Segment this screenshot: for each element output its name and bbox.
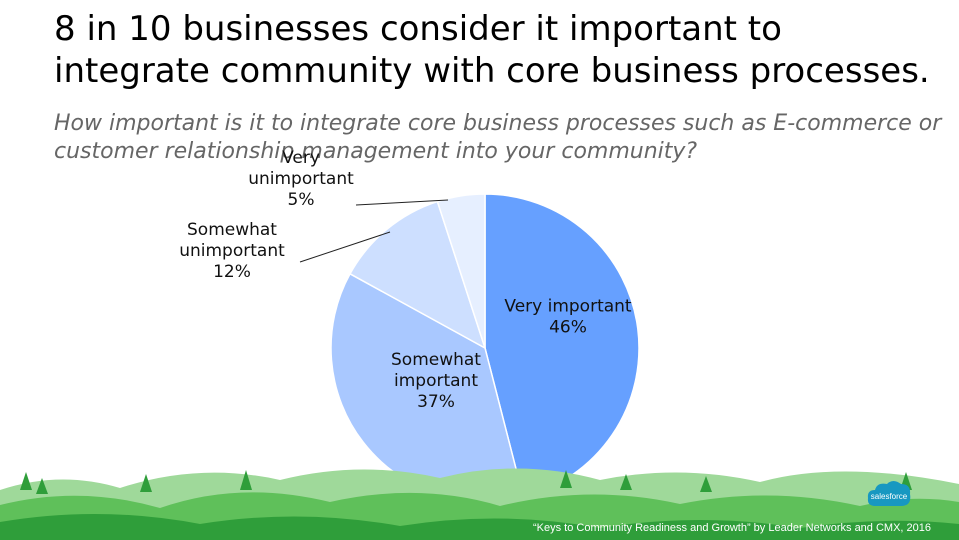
pie-slice-3 xyxy=(436,193,486,349)
slice-category-label-2: unimportant xyxy=(179,241,285,261)
survey-question: How important is it to integrate core bu… xyxy=(54,111,942,164)
mountain-footer xyxy=(0,468,959,540)
slice-category-label-3: unimportant xyxy=(248,169,354,189)
slice-category-label-2: Somewhat xyxy=(187,220,277,240)
leader-line-3 xyxy=(355,199,449,206)
pie-slice-0 xyxy=(484,193,640,499)
slice-category-label-0: Very important xyxy=(504,297,632,317)
source-citation: “Keys to Community Readiness and Growth”… xyxy=(532,522,931,534)
slice-value-label-3: 5% xyxy=(288,190,315,210)
slice-category-label-1: important xyxy=(394,371,478,391)
leader-line-2 xyxy=(299,231,391,263)
slice-value-label-0: 46% xyxy=(549,318,587,338)
slice-value-label-1: 37% xyxy=(417,392,455,412)
slide-title: 8 in 10 businesses consider it important… xyxy=(54,9,930,91)
pie-slice-2 xyxy=(349,200,487,350)
salesforce-logo: salesforce xyxy=(867,481,911,506)
slice-value-label-2: 12% xyxy=(213,262,251,282)
slice-category-label-3: Very xyxy=(282,148,320,168)
slice-category-label-1: Somewhat xyxy=(391,350,481,370)
logo-text: salesforce xyxy=(871,492,908,501)
